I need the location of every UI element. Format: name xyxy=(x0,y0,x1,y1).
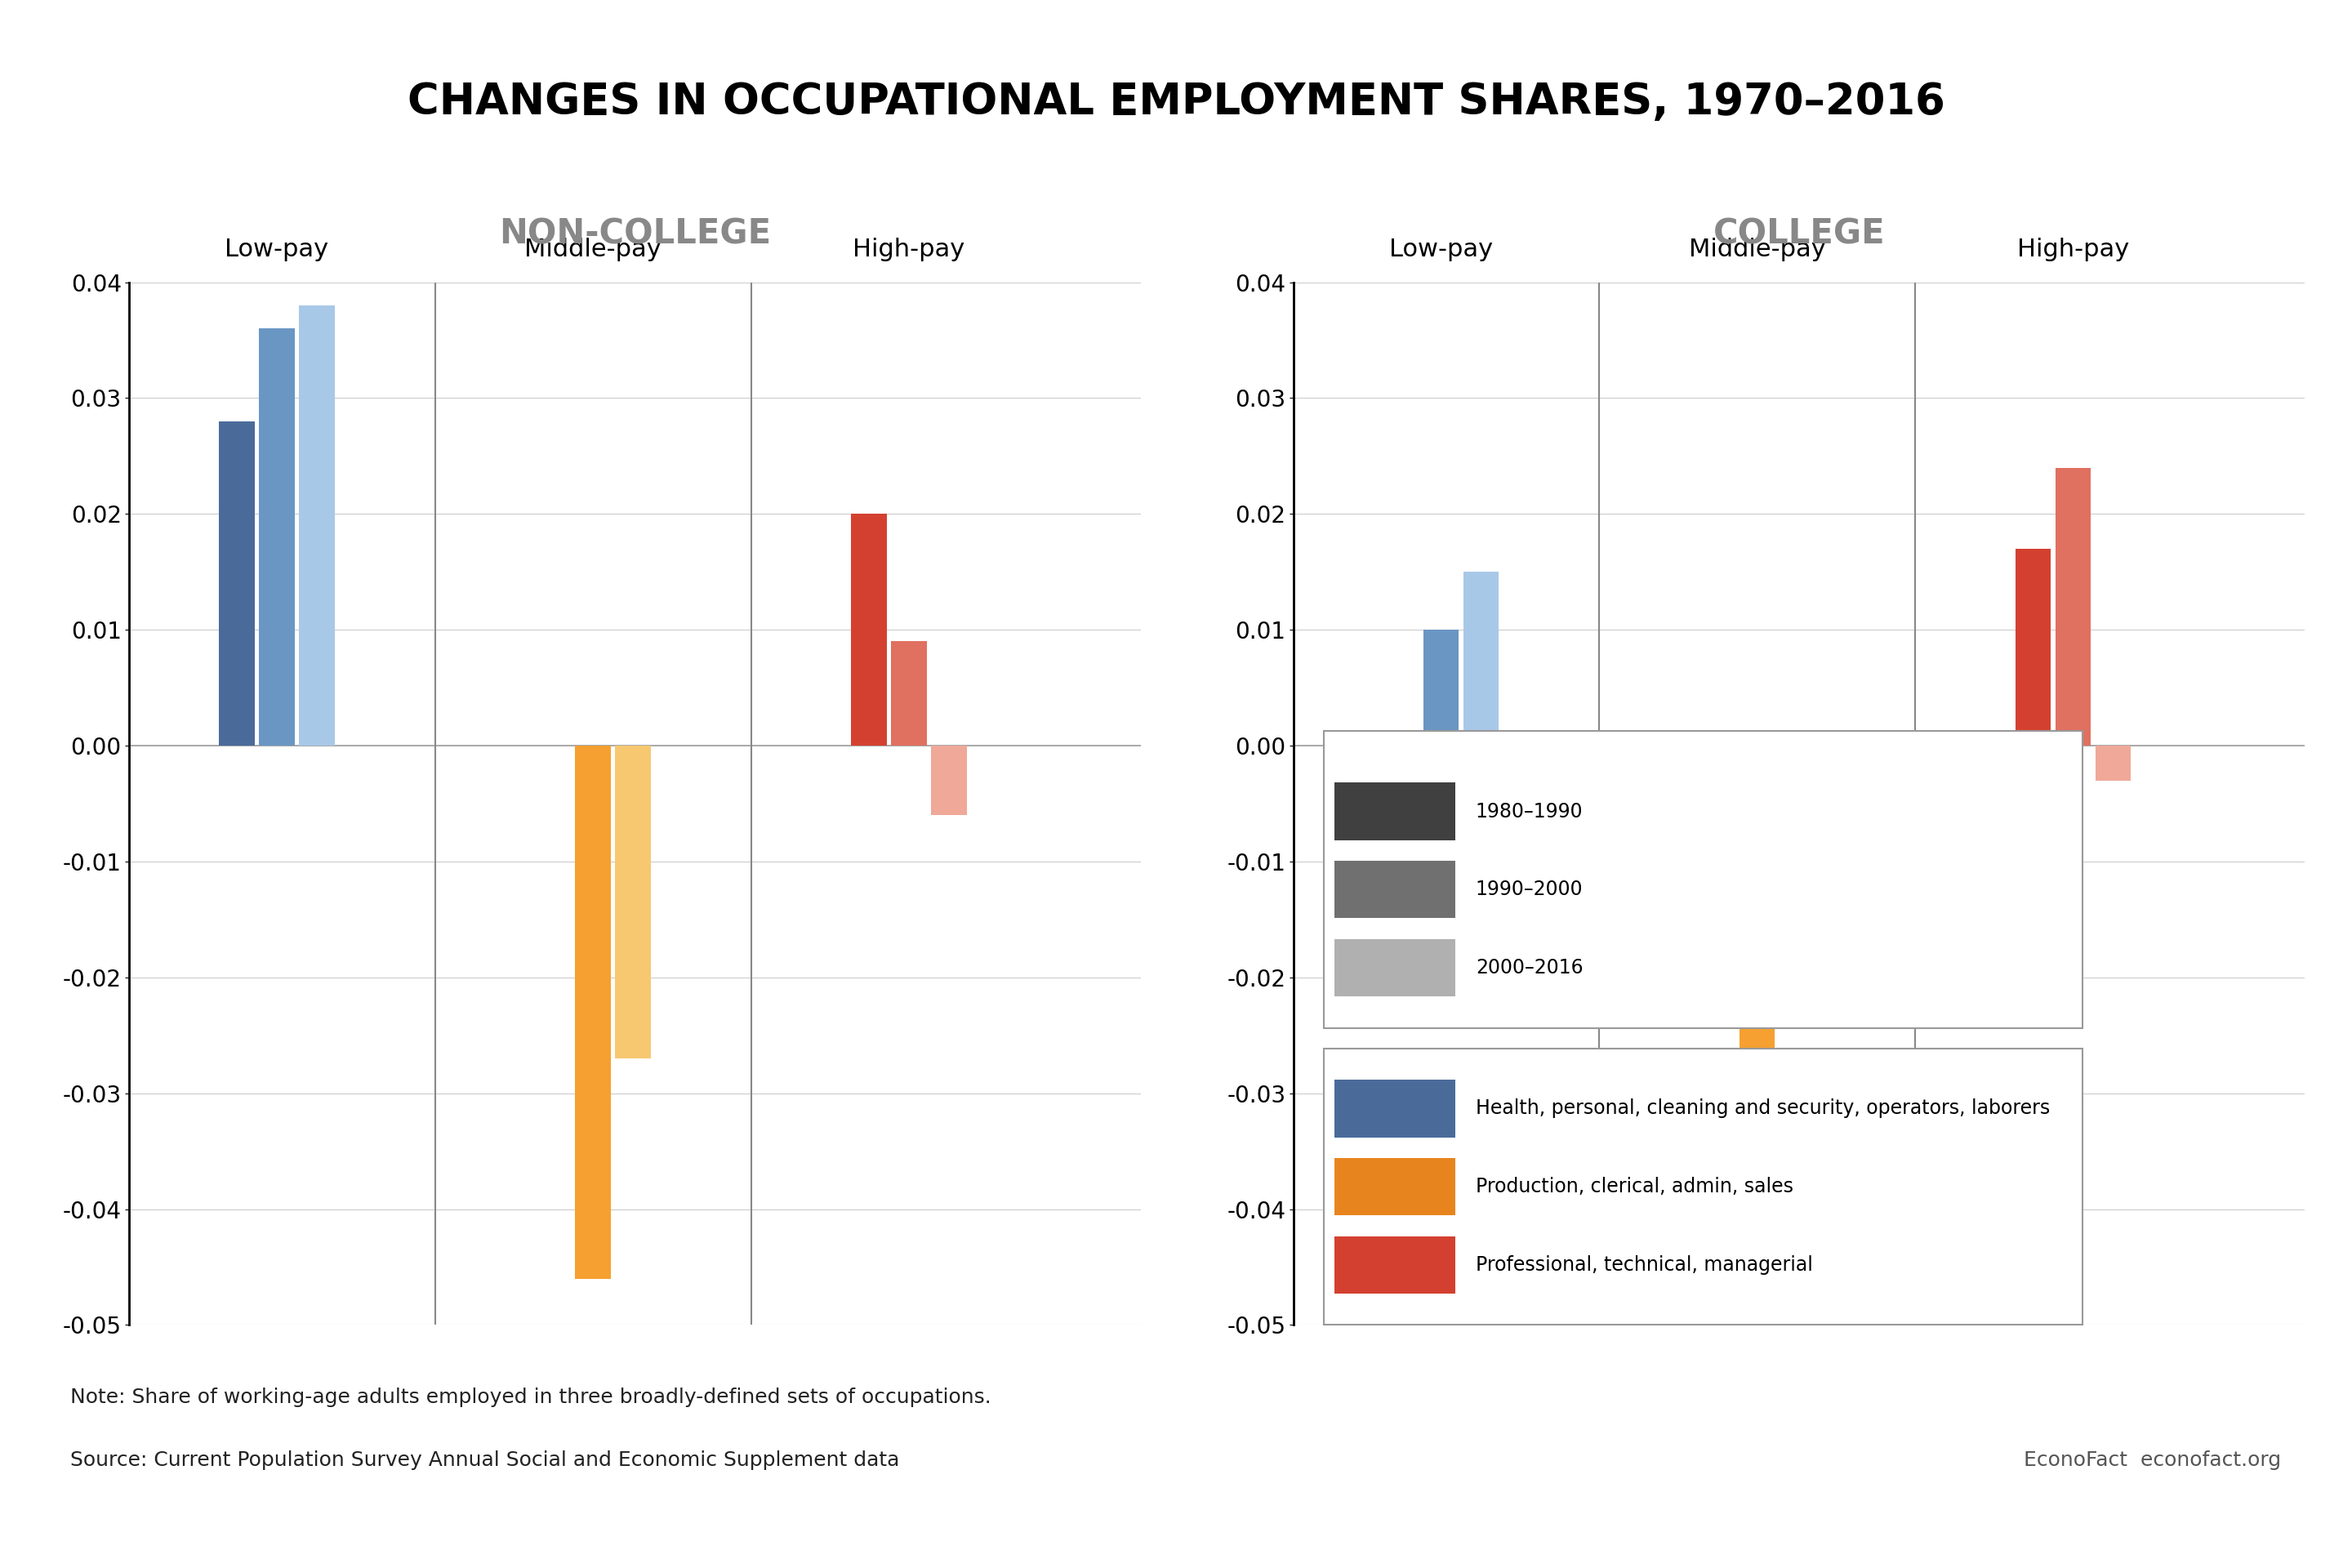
Bar xyxy=(259,329,294,746)
Text: Low-pay: Low-pay xyxy=(226,238,329,262)
Text: 1980–1990: 1980–1990 xyxy=(1475,801,1583,822)
Bar xyxy=(616,746,652,1058)
Text: CHANGES IN OCCUPATIONAL EMPLOYMENT SHARES, 1970–2016: CHANGES IN OCCUPATIONAL EMPLOYMENT SHARE… xyxy=(407,80,1945,124)
Text: Note: Share of working-age adults employed in three broadly-defined sets of occu: Note: Share of working-age adults employ… xyxy=(71,1388,993,1408)
Bar xyxy=(1463,572,1498,746)
FancyBboxPatch shape xyxy=(1324,1049,2082,1325)
Bar xyxy=(219,422,254,746)
Bar xyxy=(1780,746,1816,861)
Bar xyxy=(2016,549,2051,746)
Text: Source: Current Population Survey Annual Social and Economic Supplement data: Source: Current Population Survey Annual… xyxy=(71,1450,901,1471)
Text: 2000–2016: 2000–2016 xyxy=(1475,958,1583,977)
Text: Professional, technical, managerial: Professional, technical, managerial xyxy=(1475,1256,1813,1275)
FancyBboxPatch shape xyxy=(1334,782,1456,840)
Text: Low-pay: Low-pay xyxy=(1390,238,1494,262)
Text: NON-COLLEGE: NON-COLLEGE xyxy=(499,216,771,251)
Bar xyxy=(576,746,612,1278)
Text: Middle-pay: Middle-pay xyxy=(524,238,661,262)
Text: High-pay: High-pay xyxy=(2018,238,2129,262)
Bar xyxy=(2096,746,2131,781)
FancyBboxPatch shape xyxy=(1334,1236,1456,1294)
FancyBboxPatch shape xyxy=(1334,1080,1456,1137)
FancyBboxPatch shape xyxy=(1324,731,2082,1027)
Bar xyxy=(1423,630,1458,746)
Text: Middle-pay: Middle-pay xyxy=(1689,238,1825,262)
Bar xyxy=(851,514,887,746)
Bar xyxy=(2056,467,2091,746)
FancyBboxPatch shape xyxy=(1334,939,1456,997)
FancyBboxPatch shape xyxy=(1334,1159,1456,1215)
Text: Health, personal, cleaning and security, operators, laborers: Health, personal, cleaning and security,… xyxy=(1475,1099,2051,1118)
Bar xyxy=(891,641,927,746)
Bar xyxy=(1740,746,1776,1140)
Bar xyxy=(931,746,967,815)
Bar xyxy=(1383,746,1418,757)
FancyBboxPatch shape xyxy=(1334,861,1456,919)
Text: Production, clerical, admin, sales: Production, clerical, admin, sales xyxy=(1475,1178,1792,1196)
Text: High-pay: High-pay xyxy=(854,238,964,262)
Bar xyxy=(299,306,334,746)
Bar xyxy=(1700,746,1736,931)
Text: EconoFact  econofact.org: EconoFact econofact.org xyxy=(2025,1450,2281,1471)
Text: COLLEGE: COLLEGE xyxy=(1712,216,1886,251)
Text: 1990–2000: 1990–2000 xyxy=(1475,880,1583,900)
